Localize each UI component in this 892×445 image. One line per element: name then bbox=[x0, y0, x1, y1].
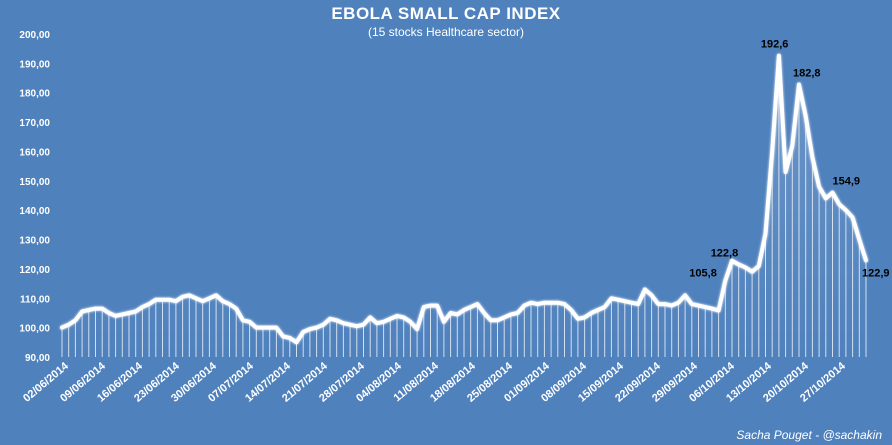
y-tick-label: 130,00 bbox=[19, 236, 50, 247]
chart-credit: Sacha Pouget - @sachakin bbox=[736, 428, 882, 442]
data-label: 122,9 bbox=[862, 267, 890, 279]
data-label: 182,8 bbox=[793, 68, 821, 80]
y-tick-label: 190,00 bbox=[19, 59, 50, 70]
series-line bbox=[60, 53, 868, 345]
y-tick-label: 100,00 bbox=[19, 324, 50, 335]
y-tick-label: 170,00 bbox=[19, 118, 50, 129]
y-tick-label: 140,00 bbox=[19, 206, 50, 217]
y-tick-label: 110,00 bbox=[20, 294, 50, 305]
data-label: 105,8 bbox=[689, 268, 717, 280]
y-tick-label: 150,00 bbox=[19, 177, 50, 188]
y-tick-label: 160,00 bbox=[19, 147, 50, 158]
y-tick-label: 90,00 bbox=[25, 353, 50, 364]
y-tick-label: 200,00 bbox=[19, 30, 50, 41]
data-label: 154,9 bbox=[833, 176, 861, 188]
chart-subtitle: (15 stocks Healthcare sector) bbox=[367, 25, 525, 39]
y-tick-label: 180,00 bbox=[19, 89, 50, 100]
data-label: 122,8 bbox=[711, 248, 739, 260]
data-label: 192,6 bbox=[761, 39, 789, 51]
chart-title: EBOLA SMALL CAP INDEX bbox=[331, 4, 561, 23]
y-tick-label: 120,00 bbox=[19, 265, 50, 276]
